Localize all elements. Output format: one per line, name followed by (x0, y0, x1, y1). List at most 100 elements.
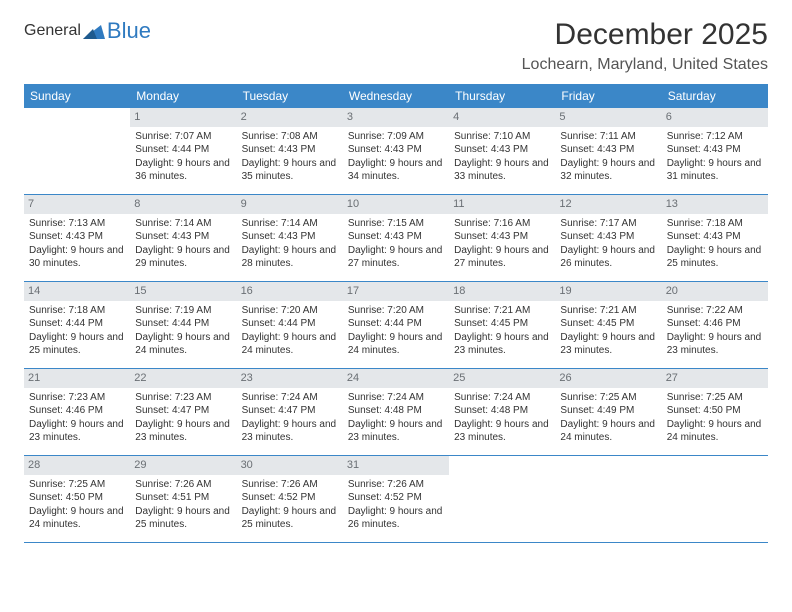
calendar-cell: 22Sunrise: 7:23 AMSunset: 4:47 PMDayligh… (130, 369, 236, 455)
daylight-text: Daylight: 9 hours and 25 minutes. (242, 505, 338, 532)
calendar-cell: 30Sunrise: 7:26 AMSunset: 4:52 PMDayligh… (237, 456, 343, 542)
sunrise-text: Sunrise: 7:13 AM (29, 217, 125, 231)
calendar-cell: 25Sunrise: 7:24 AMSunset: 4:48 PMDayligh… (449, 369, 555, 455)
day-header: Friday (555, 84, 661, 108)
daylight-text: Daylight: 9 hours and 23 minutes. (560, 331, 656, 358)
sunset-text: Sunset: 4:50 PM (29, 491, 125, 505)
daylight-text: Daylight: 9 hours and 29 minutes. (135, 244, 231, 271)
daylight-text: Daylight: 9 hours and 27 minutes. (454, 244, 550, 271)
calendar-cell: . (449, 456, 555, 542)
calendar-cell: 26Sunrise: 7:25 AMSunset: 4:49 PMDayligh… (555, 369, 661, 455)
sunset-text: Sunset: 4:43 PM (348, 143, 444, 157)
day-number: 25 (449, 369, 555, 388)
sunrise-text: Sunrise: 7:24 AM (348, 391, 444, 405)
daylight-text: Daylight: 9 hours and 23 minutes. (454, 331, 550, 358)
sunset-text: Sunset: 4:43 PM (348, 230, 444, 244)
day-number: 6 (662, 108, 768, 127)
day-number: 22 (130, 369, 236, 388)
sunrise-text: Sunrise: 7:20 AM (348, 304, 444, 318)
brand-blue-text: Blue (107, 18, 151, 44)
daylight-text: Daylight: 9 hours and 28 minutes. (242, 244, 338, 271)
sunrise-text: Sunrise: 7:23 AM (135, 391, 231, 405)
day-number: 18 (449, 282, 555, 301)
daylight-text: Daylight: 9 hours and 23 minutes. (29, 418, 125, 445)
calendar-cell: 4Sunrise: 7:10 AMSunset: 4:43 PMDaylight… (449, 108, 555, 194)
sunset-text: Sunset: 4:43 PM (560, 230, 656, 244)
calendar-cell: 8Sunrise: 7:14 AMSunset: 4:43 PMDaylight… (130, 195, 236, 281)
sunrise-text: Sunrise: 7:25 AM (29, 478, 125, 492)
calendar-cell: 9Sunrise: 7:14 AMSunset: 4:43 PMDaylight… (237, 195, 343, 281)
sunrise-text: Sunrise: 7:11 AM (560, 130, 656, 144)
calendar-cell: 7Sunrise: 7:13 AMSunset: 4:43 PMDaylight… (24, 195, 130, 281)
day-number: 1 (130, 108, 236, 127)
calendar-cell: 16Sunrise: 7:20 AMSunset: 4:44 PMDayligh… (237, 282, 343, 368)
daylight-text: Daylight: 9 hours and 26 minutes. (560, 244, 656, 271)
calendar-cell: 1Sunrise: 7:07 AMSunset: 4:44 PMDaylight… (130, 108, 236, 194)
triangle-icon (83, 23, 105, 39)
calendar-cell: . (662, 456, 768, 542)
day-header: Thursday (449, 84, 555, 108)
calendar-cell: 2Sunrise: 7:08 AMSunset: 4:43 PMDaylight… (237, 108, 343, 194)
sunrise-text: Sunrise: 7:19 AM (135, 304, 231, 318)
sunset-text: Sunset: 4:43 PM (667, 143, 763, 157)
sunrise-text: Sunrise: 7:26 AM (135, 478, 231, 492)
calendar-cell: 5Sunrise: 7:11 AMSunset: 4:43 PMDaylight… (555, 108, 661, 194)
sunset-text: Sunset: 4:43 PM (454, 143, 550, 157)
day-header: Monday (130, 84, 236, 108)
calendar: SundayMondayTuesdayWednesdayThursdayFrid… (24, 84, 768, 543)
sunset-text: Sunset: 4:48 PM (348, 404, 444, 418)
calendar-cell: 28Sunrise: 7:25 AMSunset: 4:50 PMDayligh… (24, 456, 130, 542)
calendar-cell: 21Sunrise: 7:23 AMSunset: 4:46 PMDayligh… (24, 369, 130, 455)
daylight-text: Daylight: 9 hours and 24 minutes. (560, 418, 656, 445)
day-header-row: SundayMondayTuesdayWednesdayThursdayFrid… (24, 84, 768, 108)
day-number: 20 (662, 282, 768, 301)
sunrise-text: Sunrise: 7:26 AM (348, 478, 444, 492)
sunrise-text: Sunrise: 7:10 AM (454, 130, 550, 144)
sunset-text: Sunset: 4:48 PM (454, 404, 550, 418)
day-number: 2 (237, 108, 343, 127)
day-number: 7 (24, 195, 130, 214)
day-number: 27 (662, 369, 768, 388)
sunrise-text: Sunrise: 7:14 AM (135, 217, 231, 231)
daylight-text: Daylight: 9 hours and 25 minutes. (135, 505, 231, 532)
calendar-week: 21Sunrise: 7:23 AMSunset: 4:46 PMDayligh… (24, 369, 768, 456)
day-number: 3 (343, 108, 449, 127)
calendar-cell: 10Sunrise: 7:15 AMSunset: 4:43 PMDayligh… (343, 195, 449, 281)
daylight-text: Daylight: 9 hours and 36 minutes. (135, 157, 231, 184)
calendar-cell: 29Sunrise: 7:26 AMSunset: 4:51 PMDayligh… (130, 456, 236, 542)
calendar-week: 7Sunrise: 7:13 AMSunset: 4:43 PMDaylight… (24, 195, 768, 282)
day-header: Sunday (24, 84, 130, 108)
sunrise-text: Sunrise: 7:26 AM (242, 478, 338, 492)
sunrise-text: Sunrise: 7:23 AM (29, 391, 125, 405)
calendar-cell: . (24, 108, 130, 194)
sunrise-text: Sunrise: 7:24 AM (242, 391, 338, 405)
day-number: 17 (343, 282, 449, 301)
sunset-text: Sunset: 4:51 PM (135, 491, 231, 505)
page-header: General Blue December 2025 Lochearn, Mar… (24, 18, 768, 74)
daylight-text: Daylight: 9 hours and 24 minutes. (242, 331, 338, 358)
day-number: 8 (130, 195, 236, 214)
sunset-text: Sunset: 4:43 PM (667, 230, 763, 244)
month-title: December 2025 (522, 18, 768, 52)
sunset-text: Sunset: 4:52 PM (348, 491, 444, 505)
day-number: 11 (449, 195, 555, 214)
brand-general-text: General (24, 22, 81, 40)
sunrise-text: Sunrise: 7:14 AM (242, 217, 338, 231)
sunset-text: Sunset: 4:44 PM (242, 317, 338, 331)
calendar-cell: 3 Sunrise: 7:09 AMSunset: 4:43 PMDaylight… (343, 108, 449, 194)
sunrise-text: Sunrise: 7:12 AM (667, 130, 763, 144)
calendar-cell: 23Sunrise: 7:24 AMSunset: 4:47 PMDayligh… (237, 369, 343, 455)
location-text: Lochearn, Maryland, United States (522, 56, 768, 74)
day-number: 10 (343, 195, 449, 214)
calendar-cell: 24Sunrise: 7:24 AMSunset: 4:48 PMDayligh… (343, 369, 449, 455)
day-header: Wednesday (343, 84, 449, 108)
day-number: 9 (237, 195, 343, 214)
sunrise-text: Sunrise: 7:22 AM (667, 304, 763, 318)
sunrise-text: Sunrise: 7:09 AM (348, 130, 444, 144)
daylight-text: Daylight: 9 hours and 34 minutes. (348, 157, 444, 184)
calendar-cell: 11Sunrise: 7:16 AMSunset: 4:43 PMDayligh… (449, 195, 555, 281)
sunrise-text: Sunrise: 7:18 AM (667, 217, 763, 231)
sunset-text: Sunset: 4:50 PM (667, 404, 763, 418)
sunset-text: Sunset: 4:44 PM (135, 317, 231, 331)
daylight-text: Daylight: 9 hours and 23 minutes. (348, 418, 444, 445)
